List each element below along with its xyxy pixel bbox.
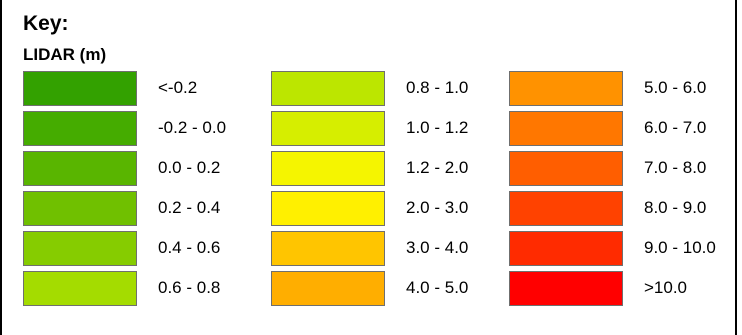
- legend-swatch: [23, 231, 137, 266]
- legend-subtitle: LIDAR (m): [23, 45, 107, 64]
- legend-swatch: [271, 191, 385, 226]
- legend-item: 0.8 - 1.0: [271, 71, 501, 111]
- legend-swatch: [509, 191, 623, 226]
- legend-label: 5.0 - 6.0: [644, 78, 707, 97]
- legend-swatch: [23, 271, 137, 306]
- legend-item: 5.0 - 6.0: [509, 71, 739, 111]
- legend-item: 9.0 - 10.0: [509, 231, 739, 271]
- legend-item: 0.6 - 0.8: [23, 271, 253, 311]
- legend-label: <-0.2: [158, 78, 198, 97]
- legend-label: 1.0 - 1.2: [406, 118, 469, 137]
- legend-title: Key:: [23, 12, 69, 35]
- legend-item: >10.0: [509, 271, 739, 311]
- legend-label: >10.0: [644, 278, 688, 297]
- legend-item: <-0.2: [23, 71, 253, 111]
- legend-label: 0.2 - 0.4: [158, 198, 221, 217]
- legend-swatch: [509, 71, 623, 106]
- legend-item: 0.2 - 0.4: [23, 191, 253, 231]
- legend-item: 6.0 - 7.0: [509, 111, 739, 151]
- legend-label: 0.8 - 1.0: [406, 78, 469, 97]
- legend-item: 8.0 - 9.0: [509, 191, 739, 231]
- legend-swatch: [271, 111, 385, 146]
- legend-item: 0.4 - 0.6: [23, 231, 253, 271]
- legend-label: 0.0 - 0.2: [158, 158, 221, 177]
- legend-swatch: [509, 111, 623, 146]
- legend-label: -0.2 - 0.0: [158, 118, 227, 137]
- legend-swatch: [271, 231, 385, 266]
- legend-swatch: [23, 71, 137, 106]
- legend-label: 4.0 - 5.0: [406, 278, 469, 297]
- legend-swatch: [23, 111, 137, 146]
- legend-label: 9.0 - 10.0: [644, 238, 716, 257]
- legend-label: 0.6 - 0.8: [158, 278, 221, 297]
- legend-item: 0.0 - 0.2: [23, 151, 253, 191]
- legend-swatch: [271, 271, 385, 306]
- legend-swatch: [509, 271, 623, 306]
- legend-swatch: [23, 191, 137, 226]
- legend-swatch: [509, 231, 623, 266]
- legend-item: 7.0 - 8.0: [509, 151, 739, 191]
- legend-label: 0.4 - 0.6: [158, 238, 221, 257]
- legend-item: 4.0 - 5.0: [271, 271, 501, 311]
- legend-label: 1.2 - 2.0: [406, 158, 469, 177]
- legend-label: 3.0 - 4.0: [406, 238, 469, 257]
- legend-swatch: [271, 151, 385, 186]
- legend-label: 2.0 - 3.0: [406, 198, 469, 217]
- legend-swatch: [271, 71, 385, 106]
- legend-swatch: [23, 151, 137, 186]
- legend-label: 6.0 - 7.0: [644, 118, 707, 137]
- legend-swatch: [509, 151, 623, 186]
- legend-item: -0.2 - 0.0: [23, 111, 253, 151]
- legend-item: 1.0 - 1.2: [271, 111, 501, 151]
- legend-item: 1.2 - 2.0: [271, 151, 501, 191]
- legend-item: 3.0 - 4.0: [271, 231, 501, 271]
- legend-label: 7.0 - 8.0: [644, 158, 707, 177]
- legend-item: 2.0 - 3.0: [271, 191, 501, 231]
- legend-label: 8.0 - 9.0: [644, 198, 707, 217]
